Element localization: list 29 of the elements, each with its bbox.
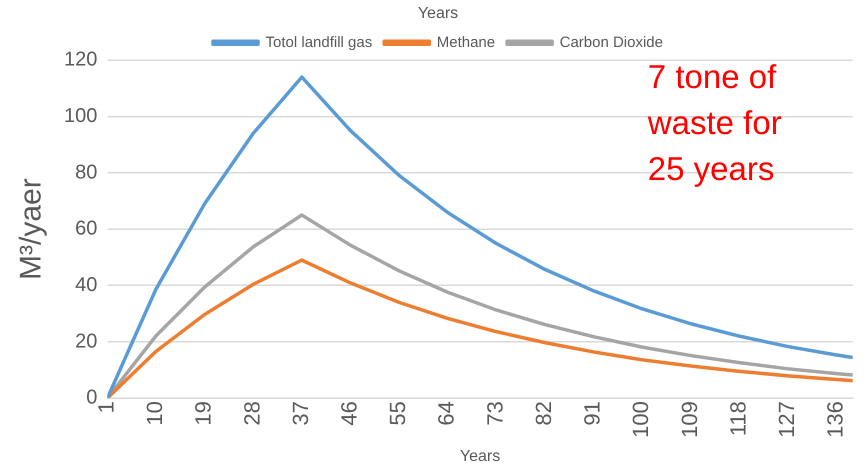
legend-label: Totol landfill gas (266, 34, 372, 51)
x-axis-title: Years (460, 448, 500, 465)
y-tick-label: 20 (75, 330, 98, 352)
annotation: 7 tone of waste for 25 years (646, 58, 782, 187)
legend-label: Methane (436, 34, 496, 51)
x-tick-label: 19 (190, 401, 216, 426)
x-tick-label: 73 (482, 401, 508, 426)
x-tick-label: 10 (142, 401, 168, 426)
x-tick-label: 100 (628, 401, 654, 438)
x-tick-label: 82 (530, 401, 556, 426)
y-axis-title: M³/yaer (14, 178, 48, 280)
x-tick-label: 91 (580, 401, 605, 426)
chart-title: Years (418, 5, 458, 22)
x-tick-label: 136 (822, 401, 848, 438)
x-tick-label: 118 (725, 401, 750, 436)
y-tick-label: 60 (75, 218, 98, 240)
x-tick-label: 55 (385, 401, 410, 426)
y-tick-label: 120 (64, 48, 98, 71)
x-tick-label: 127 (774, 401, 800, 438)
x-tick-label: 109 (676, 401, 702, 438)
x-tick-label: 37 (288, 401, 313, 426)
y-tick-label: 100 (64, 105, 98, 128)
x-tick-label: 46 (336, 401, 362, 426)
y-tick-label: 40 (75, 274, 98, 296)
legend-label: Carbon Dioxide (560, 34, 663, 51)
y-tick-label: 0 (86, 386, 98, 409)
x-tick-label: 64 (434, 401, 459, 426)
x-tick-label: 28 (239, 401, 264, 426)
y-tick-label: 80 (75, 161, 98, 184)
